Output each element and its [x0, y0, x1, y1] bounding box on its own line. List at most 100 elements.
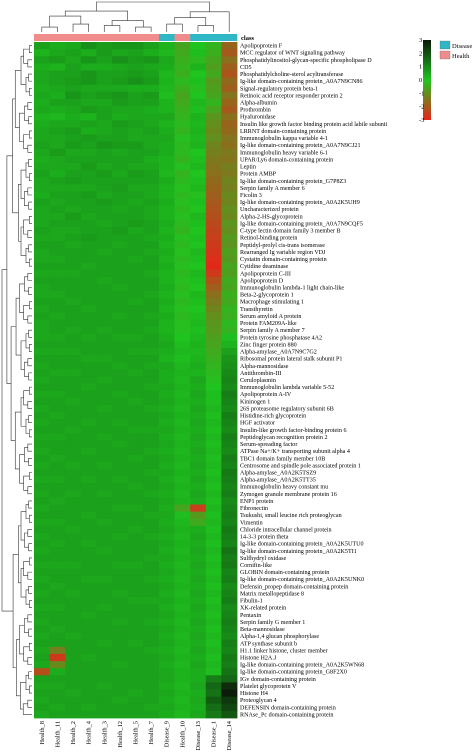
heatmap-cell: [80, 291, 97, 299]
heatmap-cell: [205, 675, 222, 683]
heatmap-cell: [80, 205, 97, 214]
heatmap-cell: [143, 461, 160, 470]
heatmap-cell: [174, 42, 191, 50]
heatmap-cell: [65, 362, 82, 370]
heatmap-cell: [96, 412, 113, 420]
heatmap-cell: [127, 113, 144, 121]
heatmap-cell: [80, 639, 97, 648]
dendrogram-branch: [14, 70, 22, 128]
heatmap-cell: [80, 646, 97, 655]
heatmap-cell: [34, 106, 51, 114]
heatmap-cell: [49, 305, 66, 313]
row-label: Serum amyloid A protein: [240, 314, 301, 320]
heatmap-cell: [127, 184, 144, 192]
heatmap-cell: [205, 604, 222, 612]
dendrogram-branch: [28, 543, 32, 552]
heatmap-cell: [34, 661, 51, 669]
heatmap-cell: [80, 497, 97, 505]
heatmap-cell: [221, 227, 238, 235]
heatmap-cell: [190, 184, 207, 192]
heatmap-cell: [205, 234, 222, 242]
heatmap-cell: [158, 177, 175, 185]
row-label: Tsukushi, small leucine rich proteoglyca…: [240, 513, 342, 519]
heatmap-cell: [34, 668, 51, 676]
heatmap-cell: [143, 162, 160, 171]
dendrogram-branch: [25, 675, 30, 690]
heatmap-cell: [96, 497, 113, 505]
heatmap-cell: [143, 689, 160, 698]
heatmap-cell: [96, 611, 113, 619]
heatmap-cell: [143, 84, 160, 93]
heatmap-cell: [174, 682, 191, 690]
heatmap-cell: [49, 525, 66, 534]
heatmap-cell: [96, 632, 113, 641]
heatmap-cell: [34, 532, 51, 541]
heatmap-cell: [221, 63, 238, 71]
heatmap-cell: [96, 113, 113, 121]
dendrogram-branch: [27, 187, 32, 196]
heatmap-cell: [49, 383, 66, 392]
heatmap-cell: [158, 653, 175, 662]
heatmap-cell: [190, 298, 207, 306]
heatmap-cell: [65, 540, 82, 548]
heatmap-cell: [34, 504, 51, 513]
row-label: Peptidoglycan recognition protein 2: [240, 435, 328, 441]
heatmap-cell: [158, 390, 175, 399]
heatmap-cell: [65, 49, 82, 57]
heatmap-cell: [49, 376, 66, 384]
heatmap-cell: [112, 276, 129, 285]
heatmap-cell: [174, 362, 191, 370]
dendrogram-branch: [6, 155, 13, 384]
heatmap-cell: [49, 248, 66, 256]
heatmap-cell: [158, 554, 175, 562]
heatmap-cell: [49, 234, 66, 242]
heatmap-cell: [190, 98, 207, 107]
heatmap-cell: [143, 134, 160, 143]
heatmap-cell: [49, 49, 66, 57]
heatmap-cell: [190, 639, 207, 648]
heatmap-cell: [190, 120, 207, 128]
heatmap-cell: [49, 568, 66, 577]
heatmap-cell: [80, 397, 97, 406]
heatmap-cell: [158, 568, 175, 577]
heatmap-cell: [80, 362, 97, 370]
heatmap-cell: [112, 205, 129, 214]
legend-label: Health: [452, 53, 470, 60]
heatmap-cell: [221, 177, 238, 185]
heatmap-cell: [49, 675, 66, 683]
row-label: ATPase Na+/K+ transporting subunit alpha…: [240, 449, 350, 455]
heatmap-cell: [174, 212, 191, 221]
heatmap-cell: [34, 77, 51, 86]
row-label: CD5: [240, 65, 252, 71]
heatmap-cell: [34, 646, 51, 655]
row-label: Ig-like domain-containing protein_A0A2K5…: [240, 542, 364, 548]
heatmap-cell: [143, 191, 160, 199]
heatmap-cell: [158, 433, 175, 441]
heatmap-cell: [127, 283, 144, 292]
row-label: Protein FAM209A-like: [240, 321, 297, 327]
dendrogram-branch: [29, 386, 32, 395]
heatmap-cell: [190, 661, 207, 669]
heatmap-cell: [96, 312, 113, 320]
heatmap-cell: [65, 668, 82, 676]
heatmap-cell: [190, 390, 207, 399]
heatmap-cell: [143, 440, 160, 448]
heatmap-cell: [158, 682, 175, 690]
dendrogram-branch: [28, 73, 32, 82]
heatmap-cell: [205, 611, 222, 619]
heatmap-cell: [65, 532, 82, 541]
heatmap-cell: [127, 589, 144, 598]
dendrogram-branch: [28, 457, 32, 466]
heatmap-cell: [34, 525, 51, 534]
heatmap-cell: [127, 276, 144, 285]
heatmap-cell: [158, 525, 175, 534]
heatmap-cell: [158, 540, 175, 548]
heatmap-cell: [112, 63, 129, 71]
heatmap-cell: [96, 454, 113, 463]
heatmap-cell: [158, 397, 175, 406]
heatmap-cell: [143, 269, 160, 278]
heatmap-cell: [112, 589, 129, 598]
heatmap-cell: [174, 554, 191, 562]
heatmap-cell: [65, 568, 82, 577]
row-label: Peptidyl-prolyl cis-trans isomerase: [240, 243, 325, 249]
